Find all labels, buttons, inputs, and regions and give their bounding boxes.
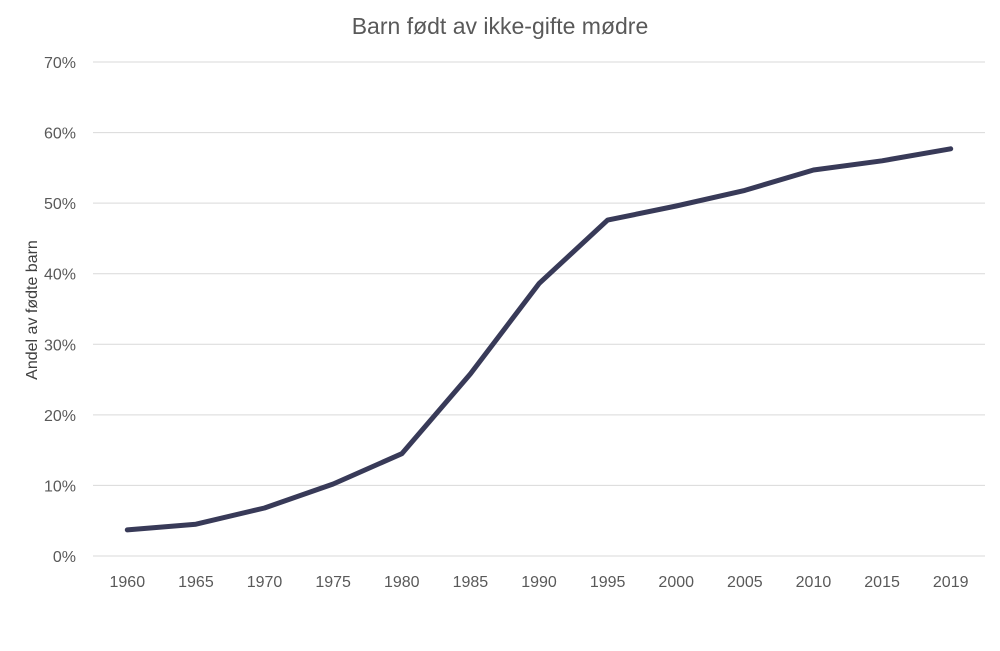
x-axis-ticks: 1960 1965 1970 1975 1980 1985 1990 1995 2000 2005… <box>110 574 969 591</box>
y-tick-label: 50% <box>44 196 76 213</box>
x-tick-label: 1980 <box>384 574 420 591</box>
y-axis-label: Andel av fødte barn <box>24 240 41 380</box>
y-tick-label: 10% <box>44 478 76 495</box>
chart-title: Barn født av ikke-gifte mødre <box>352 13 649 39</box>
series-line <box>124 146 954 533</box>
y-tick-label: 0% <box>53 549 76 566</box>
x-tick-label: 1985 <box>453 574 489 591</box>
series-layer <box>124 146 954 533</box>
x-tick-label: 1995 <box>590 574 626 591</box>
y-tick-label: 30% <box>44 337 76 354</box>
x-tick-label: 1965 <box>178 574 214 591</box>
x-tick-label: 2019 <box>933 574 969 591</box>
x-tick-label: 2015 <box>864 574 900 591</box>
y-tick-label: 60% <box>44 126 76 143</box>
gridlines <box>93 61 985 557</box>
y-tick-label: 20% <box>44 408 76 425</box>
y-axis-ticks: 0% 10% 20% 30% 40% 50% 60% 70% <box>44 55 76 566</box>
x-tick-label: 1970 <box>247 574 283 591</box>
y-tick-label: 70% <box>44 55 76 72</box>
x-tick-label: 1990 <box>521 574 557 591</box>
x-tick-label: 2005 <box>727 574 763 591</box>
x-tick-label: 1975 <box>315 574 351 591</box>
x-tick-label: 1960 <box>110 574 146 591</box>
x-tick-label: 2010 <box>796 574 832 591</box>
x-tick-label: 2000 <box>658 574 694 591</box>
y-tick-label: 40% <box>44 267 76 284</box>
